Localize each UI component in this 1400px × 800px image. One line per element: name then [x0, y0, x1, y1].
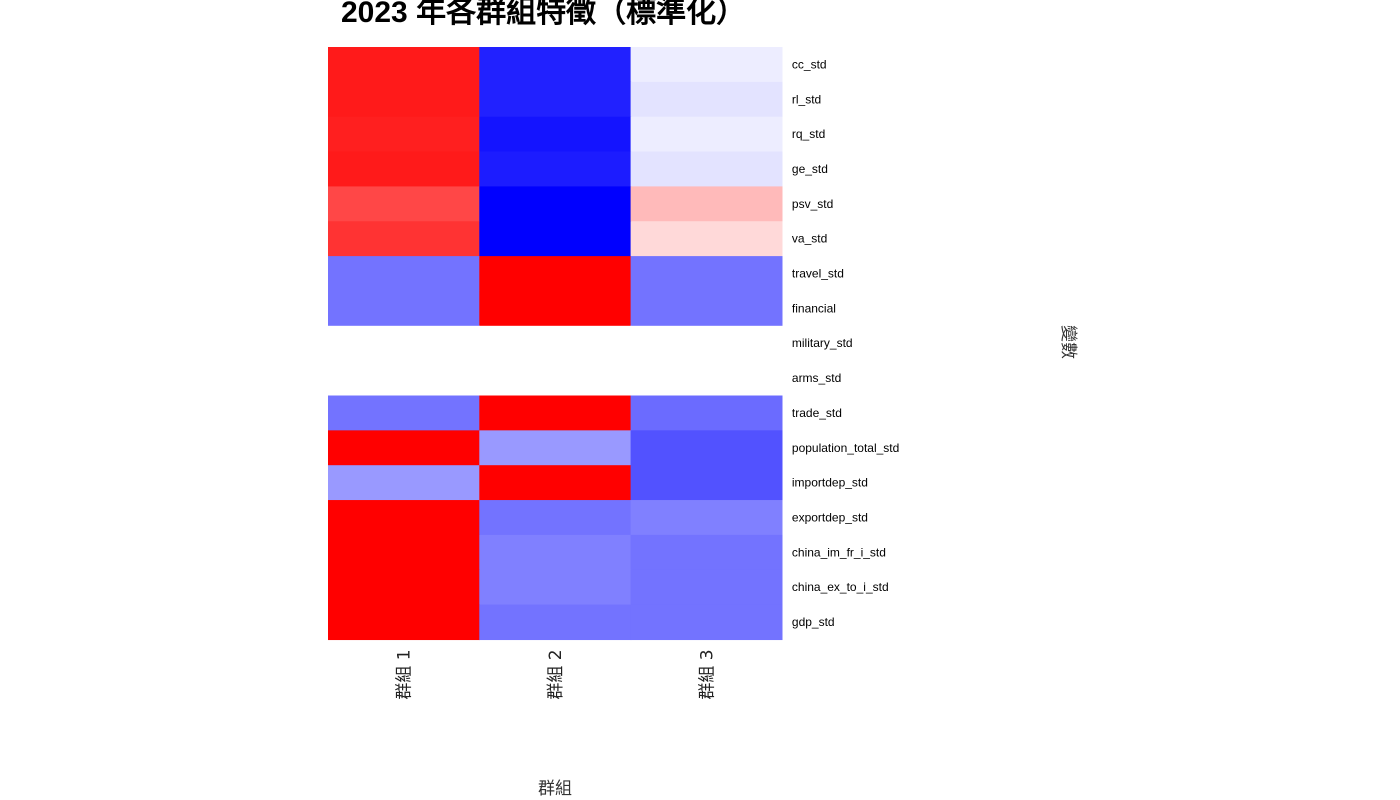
heatmap-cell	[479, 186, 632, 222]
heatmap-cell	[630, 569, 783, 606]
row-label: travel_std	[792, 267, 844, 281]
heatmap-cell	[630, 604, 783, 641]
row-label: rl_std	[792, 92, 821, 106]
heatmap-cell	[328, 81, 480, 118]
heatmap-cell	[328, 116, 480, 153]
heatmap-cell	[328, 47, 480, 83]
column-label: 群組 3	[697, 649, 717, 699]
heatmap-cell	[479, 221, 632, 257]
heatmap-cell	[630, 151, 783, 187]
heatmap-cell	[328, 534, 480, 571]
heatmap-cell	[630, 221, 783, 257]
column-label: 群組 1	[395, 649, 415, 699]
heatmap-cell	[479, 151, 632, 187]
heatmap-cell	[630, 500, 783, 536]
heatmap-cell	[328, 360, 480, 397]
heatmap-cell	[328, 256, 480, 292]
row-label: rq_std	[792, 127, 825, 141]
row-label: cc_std	[792, 57, 827, 71]
heatmap-cell	[630, 395, 783, 431]
row-label: gdp_std	[792, 615, 835, 629]
heatmap-cell	[630, 534, 783, 571]
column-labels: 群組 1 群組 2 群組 3	[395, 649, 718, 699]
heatmap-cell	[328, 221, 480, 257]
heatmap-cell	[328, 604, 480, 641]
column-label: 群組 2	[546, 649, 566, 699]
heatmap-cell	[328, 430, 480, 466]
heatmap-cell	[630, 116, 783, 153]
heatmap-cell	[479, 395, 632, 431]
y-axis-title: 變數	[1058, 325, 1078, 359]
row-label: china_im_fr_i_std	[792, 545, 886, 559]
heatmap-cell	[630, 47, 783, 83]
heatmap-cells	[328, 47, 783, 641]
heatmap-cell	[630, 186, 783, 222]
row-label: financial	[792, 301, 836, 315]
heatmap-cell	[630, 430, 783, 466]
heatmap-cell	[630, 290, 783, 327]
row-label: population_total_std	[792, 441, 899, 455]
heatmap-cell	[328, 151, 480, 187]
heatmap-cell	[479, 47, 632, 83]
heatmap-cell	[479, 465, 632, 501]
heatmap-cell	[328, 500, 480, 536]
heatmap-cell	[630, 325, 783, 362]
heatmap-cell	[328, 186, 480, 222]
heatmap-cell	[479, 430, 632, 466]
heatmap-cell	[479, 256, 632, 292]
row-label: importdep_std	[792, 476, 868, 490]
heatmap-cell	[479, 360, 632, 397]
heatmap-cell	[328, 325, 480, 362]
heatmap-cell	[479, 325, 632, 362]
heatmap-cell	[328, 569, 480, 606]
heatmap-cell	[479, 81, 632, 118]
row-label: va_std	[792, 232, 827, 246]
row-label: military_std	[792, 336, 853, 350]
heatmap-cell	[630, 81, 783, 118]
row-labels: cc_std rl_std rq_std ge_std psv_std va_stdtra…	[792, 57, 899, 629]
heatmap-cell	[630, 360, 783, 397]
row-label: china_ex_to_i_std	[792, 580, 889, 594]
heatmap-cell	[479, 534, 632, 571]
heatmap-cell	[328, 465, 480, 501]
row-label: exportdep_std	[792, 510, 868, 524]
x-axis-title: 群組	[538, 779, 572, 799]
heatmap-cell	[328, 395, 480, 431]
heatmap-cell	[479, 500, 632, 536]
heatmap-cell	[630, 256, 783, 292]
row-label: arms_std	[792, 371, 841, 385]
chart-title: 2023 年各群組特徵（標準化）	[341, 0, 746, 29]
heatmap-cell	[328, 290, 480, 327]
heatmap-cell	[479, 116, 632, 153]
heatmap-cell	[630, 465, 783, 501]
row-label: ge_std	[792, 162, 828, 176]
heatmap-cell	[479, 569, 632, 606]
heatmap-cell	[479, 604, 632, 641]
row-label: psv_std	[792, 197, 833, 211]
row-label: trade_std	[792, 406, 842, 420]
heatmap-cell	[479, 290, 632, 327]
